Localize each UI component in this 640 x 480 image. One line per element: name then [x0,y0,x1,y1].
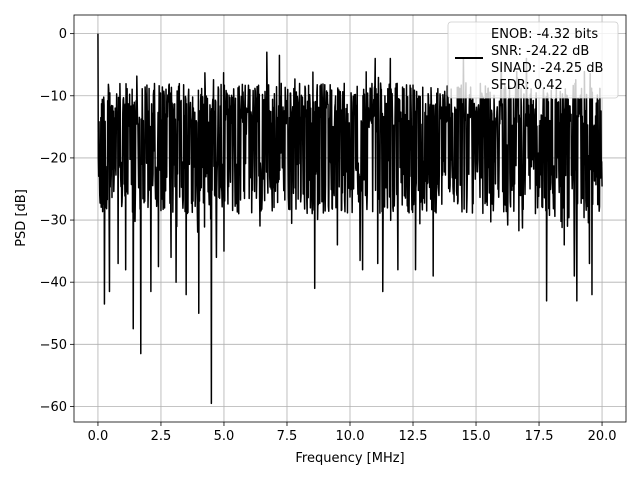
legend-entry-sinad: SINAD: -24.25 dB [491,61,603,76]
y-tick-label: −10 [40,89,67,104]
y-axis-ticks: 0 −10 −20 −30 −40 −50 −60 [40,27,74,415]
y-tick-label: −60 [40,400,67,415]
y-tick-label: −20 [40,151,67,166]
legend-entry-snr: SNR: -24.22 dB [491,44,589,59]
x-tick-label: 10.0 [336,429,365,444]
y-axis-label: PSD [dB] [14,189,29,247]
x-tick-label: 20.0 [588,429,617,444]
x-axis-label: Frequency [MHz] [295,451,404,466]
psd-series-line [97,33,603,405]
legend-entry-sfdr: SFDR: 0.42 [491,78,563,93]
x-tick-label: 15.0 [462,429,491,444]
x-tick-label: 17.5 [525,429,554,444]
series-layer [97,33,603,405]
x-tick-label: 0.0 [88,429,109,444]
x-tick-label: 2.5 [151,429,172,444]
y-tick-label: −50 [40,338,67,353]
y-tick-label: −40 [40,276,67,291]
legend-entry-enob: ENOB: -4.32 bits [491,27,598,42]
x-axis-ticks: 0.0 2.5 5.0 7.5 10.0 12.5 15.0 17.5 20.0 [88,422,617,444]
y-tick-label: −30 [40,214,67,229]
x-tick-label: 5.0 [214,429,235,444]
y-tick-label: 0 [59,27,67,42]
x-tick-label: 12.5 [399,429,428,444]
x-tick-label: 7.5 [277,429,298,444]
legend-box [447,21,619,99]
legend: ENOB: -4.32 bits SNR: -24.22 dB SINAD: -… [447,21,619,99]
